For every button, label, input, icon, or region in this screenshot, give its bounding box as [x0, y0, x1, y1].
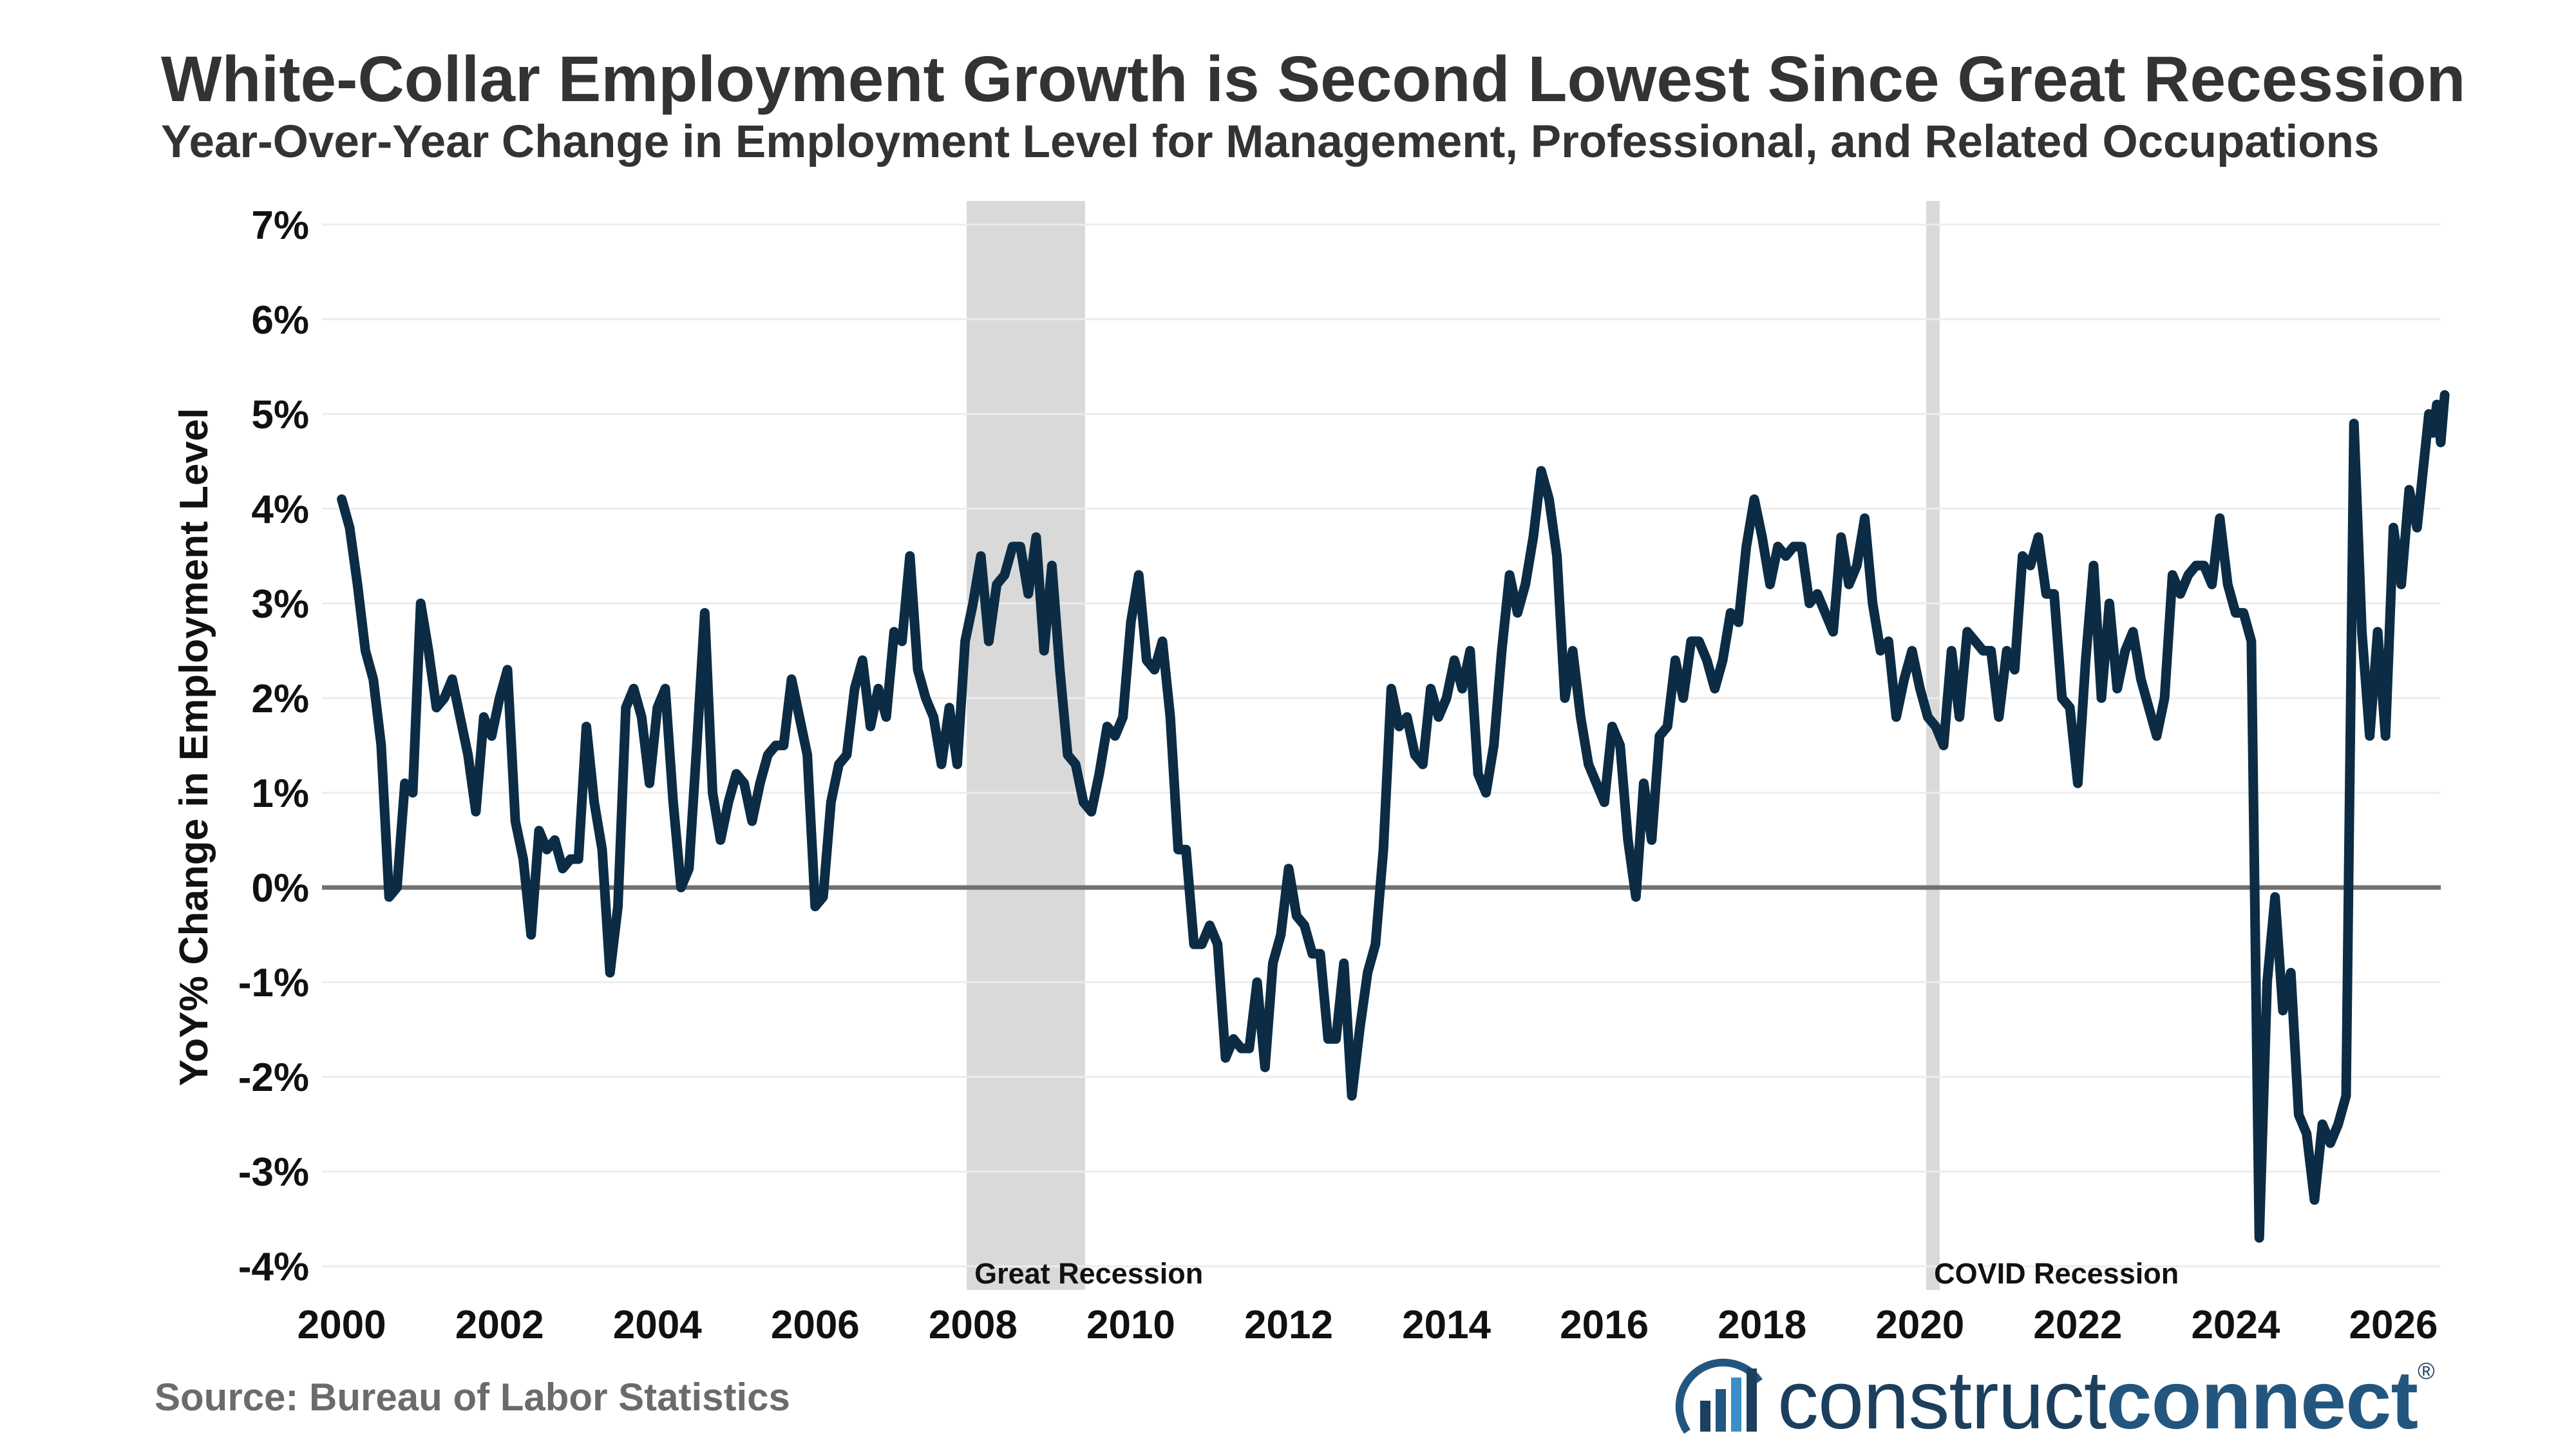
x-tick-label: 2006: [771, 1303, 860, 1347]
x-tick-label: 2014: [1402, 1303, 1491, 1347]
y-tick-label: -2%: [238, 1056, 309, 1100]
y-tick-label: 7%: [251, 204, 309, 248]
x-tick-label: 2008: [929, 1303, 1018, 1347]
y-tick-label: 4%: [251, 488, 309, 532]
recession-shade-1: [1926, 201, 1940, 1290]
x-tick-label: 2016: [1560, 1303, 1649, 1347]
x-tick-label: 2012: [1244, 1303, 1333, 1347]
series-line: [337, 390, 2450, 1243]
x-tick-label: 2000: [298, 1303, 386, 1347]
chart-subtitle: Year-Over-Year Change in Employment Leve…: [161, 117, 2380, 167]
y-axis-tick-labels: -4% -3% -2% -1% 0% 1% 2% 3% 4% 5% 6% 7%: [238, 204, 309, 1289]
x-tick-label: 2010: [1086, 1303, 1175, 1347]
x-tick-label: 2022: [2033, 1303, 2122, 1347]
annotation-label-0: Great Recession: [974, 1257, 1203, 1290]
gridlines: [322, 223, 2441, 1267]
y-tick-label: -4%: [238, 1245, 309, 1289]
x-tick-label: 2018: [1718, 1303, 1806, 1347]
y-axis-label: YoY% Change in Employment Level: [172, 408, 216, 1086]
annotations: Great Recession COVID Recession: [974, 1257, 2179, 1290]
logo-mark-icon: [1675, 1358, 1763, 1434]
chart-title: White-Collar Employment Growth is Second…: [161, 43, 2466, 115]
y-tick-label: 5%: [251, 393, 309, 437]
brand-logo: constructconnect®: [1674, 1352, 2435, 1449]
x-axis-tick-labels: 2000 2002 2004 2006 2008 2010 2012 2014 2016 2018…: [298, 1303, 2438, 1347]
annotation-label-1: COVID Recession: [1934, 1257, 2179, 1290]
y-tick-label: -3%: [238, 1150, 309, 1195]
y-tick-label: 1%: [251, 772, 309, 816]
logo-wordmark: constructconnect®: [1777, 1354, 2435, 1446]
y-tick-label: -1%: [238, 961, 309, 1005]
y-tick-label: 6%: [251, 298, 309, 343]
y-tick-label: 2%: [251, 677, 309, 721]
x-tick-label: 2004: [613, 1303, 702, 1347]
x-tick-label: 2020: [1875, 1303, 1964, 1347]
series-line-0: [337, 390, 2450, 1243]
x-tick-label: 2024: [2191, 1303, 2280, 1347]
y-tick-label: 0%: [251, 866, 309, 911]
source-note: Source: Bureau of Labor Statistics: [155, 1376, 790, 1419]
y-tick-label: 3%: [251, 582, 309, 627]
x-tick-label: 2026: [2349, 1303, 2438, 1347]
recession-shading: [967, 201, 1940, 1290]
x-tick-label: 2002: [455, 1303, 544, 1347]
